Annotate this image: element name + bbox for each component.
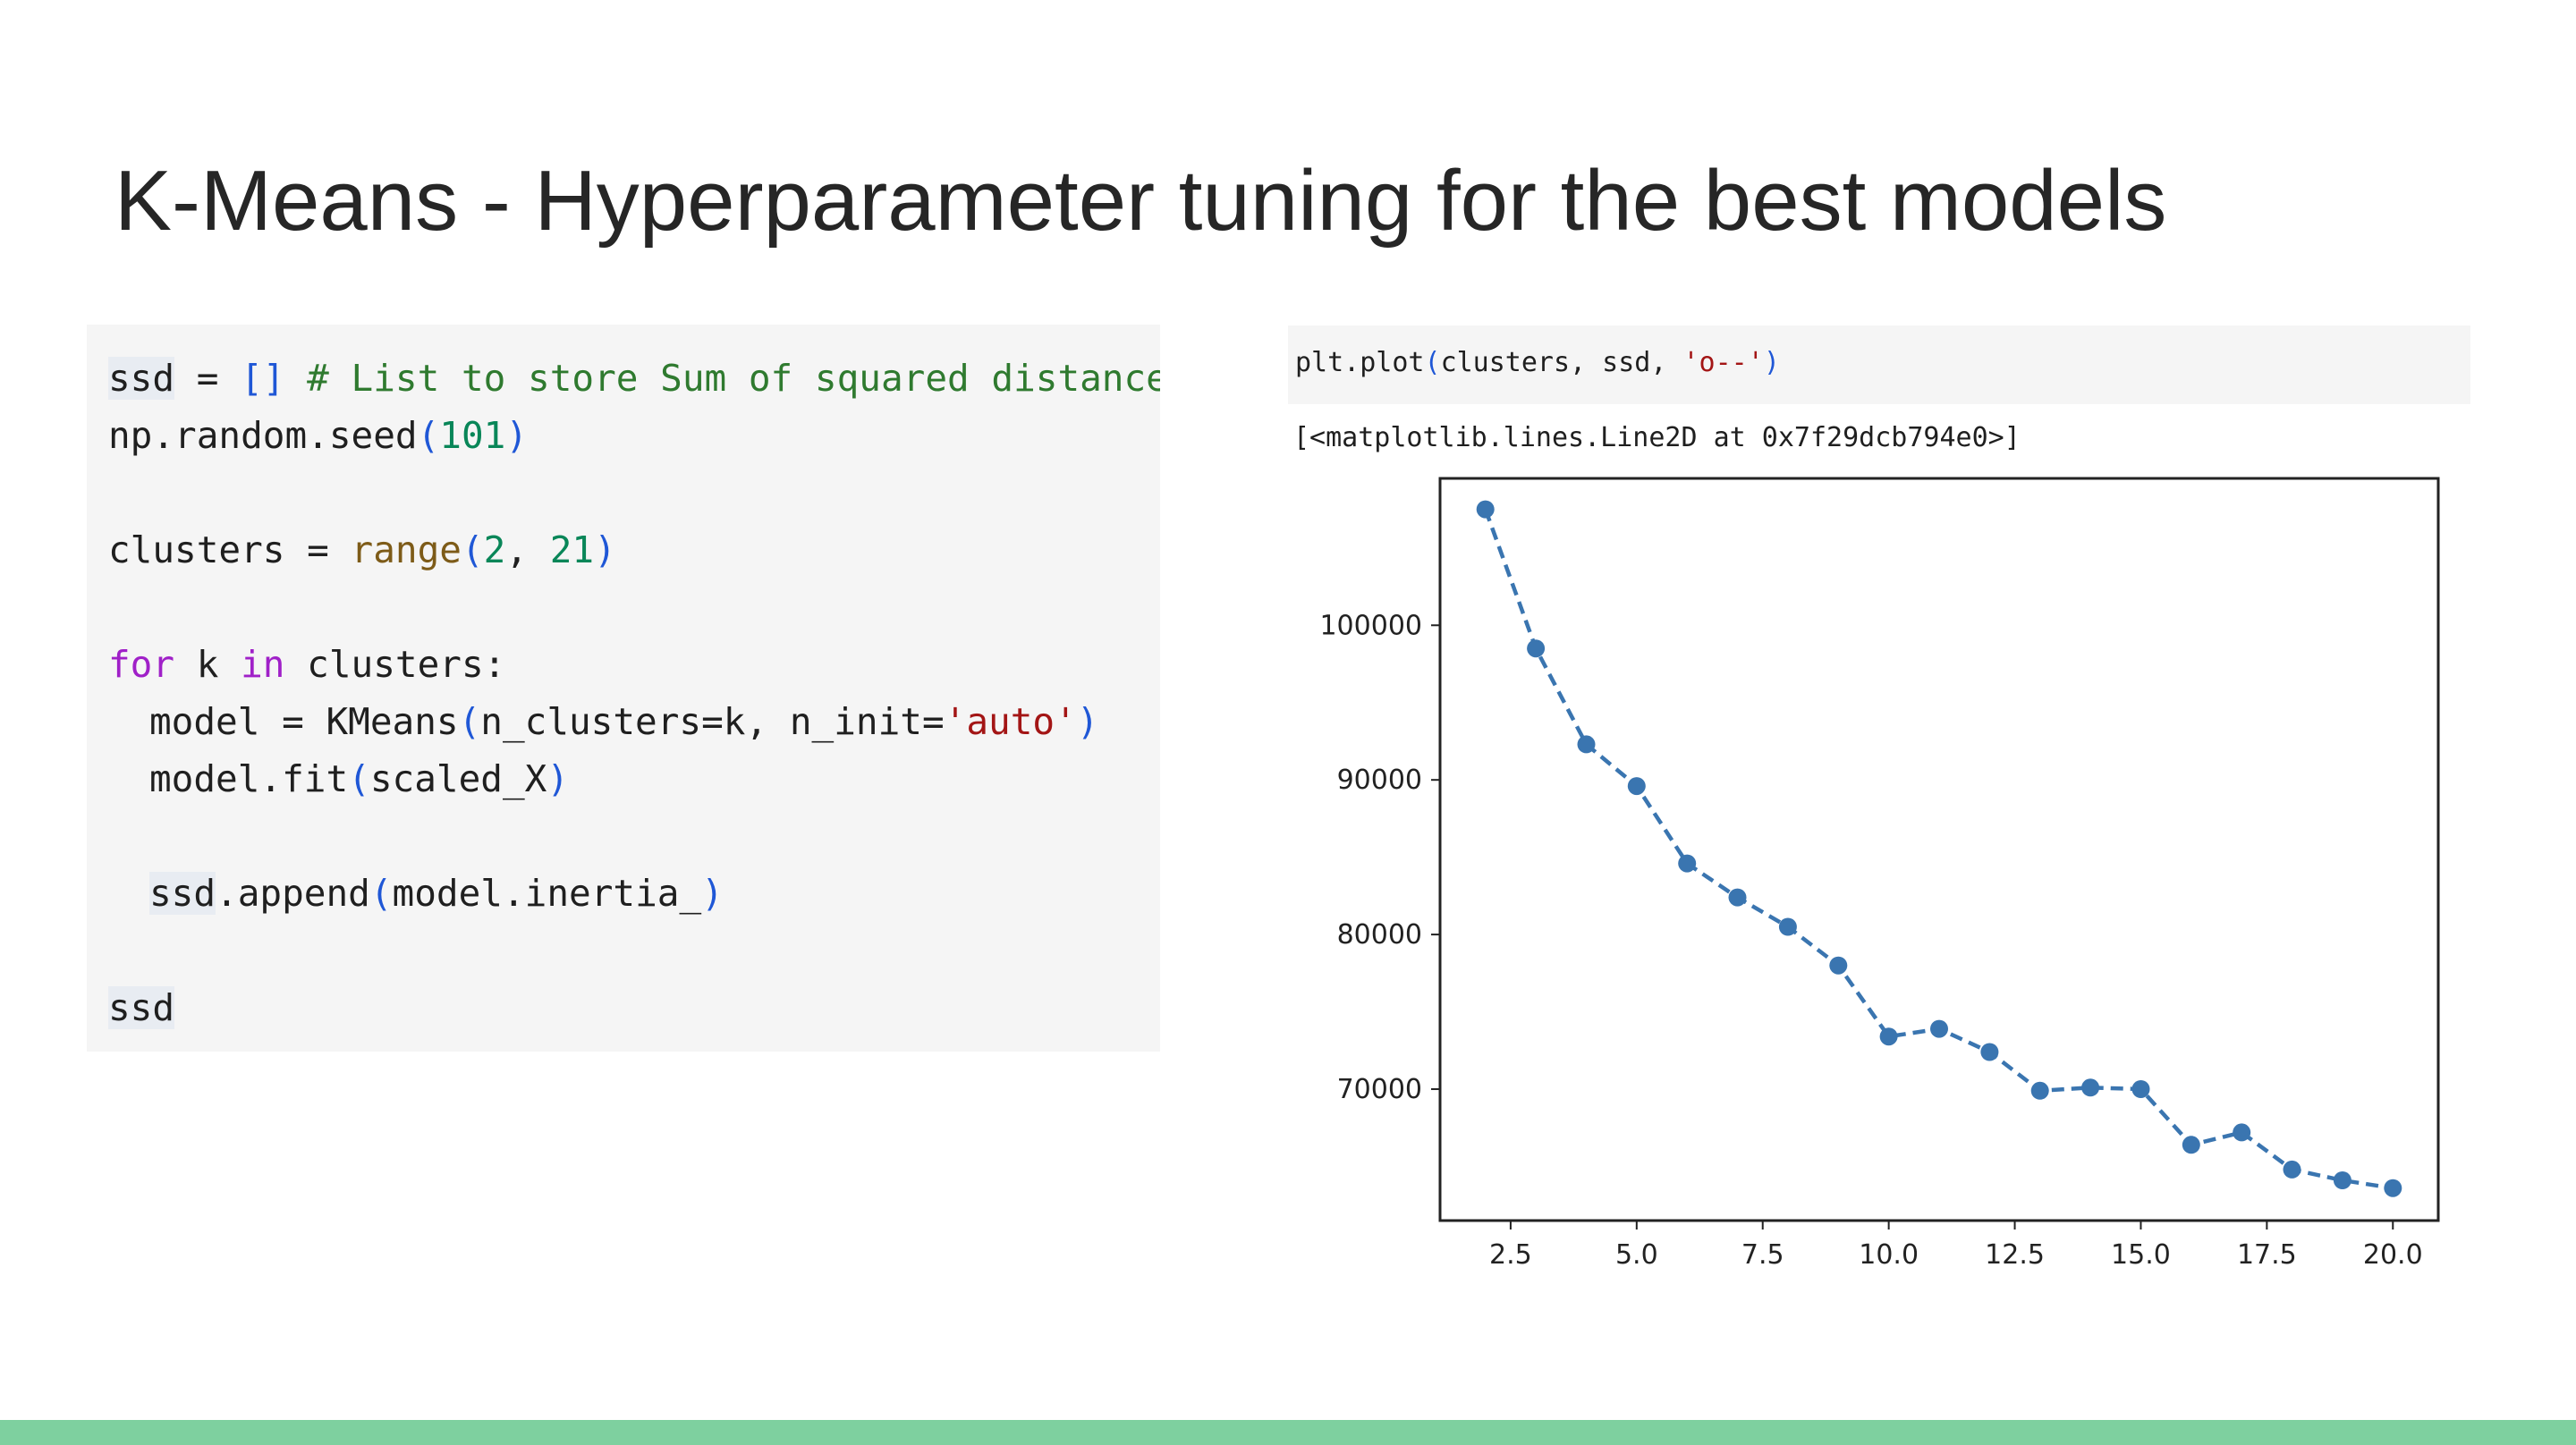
- code-text: np.random.seed: [108, 414, 418, 457]
- y-tick-label: 100000: [1319, 610, 1422, 641]
- code-number: 101: [439, 414, 506, 457]
- code-text: plt.plot: [1295, 347, 1425, 378]
- code-paren-open: (: [461, 528, 484, 571]
- data-point: [2131, 1080, 2150, 1098]
- code-brackets: []: [241, 357, 285, 400]
- code-paren-open: (: [417, 414, 440, 457]
- code-paren-open: (: [458, 700, 481, 743]
- data-point: [1829, 956, 1848, 975]
- data-point: [1778, 917, 1797, 936]
- code-comment: # List to store Sum of squared distances: [284, 357, 1160, 400]
- code-paren-close: ): [505, 414, 529, 457]
- code-line-4: for k in clusters:: [108, 636, 505, 693]
- x-tick-label: 2.5: [1489, 1239, 1532, 1271]
- y-tick-label: 80000: [1337, 919, 1422, 951]
- code-paren-open: (: [369, 872, 393, 915]
- y-tick-label: 70000: [1337, 1074, 1422, 1105]
- data-point: [2333, 1171, 2351, 1189]
- code-number: 21: [549, 528, 595, 571]
- x-axis-ticks: 2.5 5.0 7.5 10.0 12.5 15.0 17.5 20.0: [1489, 1221, 2423, 1271]
- code-line-7: ssd.append(model.inertia_): [108, 865, 724, 922]
- code-text: .append: [216, 872, 370, 915]
- data-point: [2283, 1160, 2301, 1179]
- code-text: model.inertia_: [392, 872, 702, 915]
- x-tick-label: 17.5: [2237, 1239, 2297, 1271]
- x-tick-label: 7.5: [1741, 1239, 1784, 1271]
- code-paren-close: ): [594, 528, 616, 571]
- plot-code-cell[interactable]: plt.plot(clusters, ssd, 'o--'): [1288, 325, 2470, 404]
- bottom-accent-bar: [0, 1420, 2576, 1445]
- series-points: [1476, 500, 2402, 1197]
- code-keyword: in: [241, 643, 285, 686]
- code-paren-close: ): [1763, 347, 1780, 378]
- data-point: [2030, 1081, 2049, 1100]
- code-string: 'o--': [1682, 347, 1764, 378]
- code-cell[interactable]: ssd = [] # List to store Sum of squared …: [87, 325, 1160, 1052]
- code-paren-close: ): [547, 757, 570, 800]
- code-function: range: [351, 528, 462, 571]
- code-separator: ,: [505, 528, 550, 571]
- code-paren-close: ): [701, 872, 724, 915]
- code-number: 2: [483, 528, 506, 571]
- cell-output-text: [<matplotlib.lines.Line2D at 0x7f29dcb79…: [1293, 422, 2021, 453]
- code-text: n_clusters=k, n_init=: [480, 700, 945, 743]
- x-tick-label: 12.5: [1985, 1239, 2045, 1271]
- data-point: [1577, 735, 1596, 754]
- code-keyword: for: [108, 643, 175, 686]
- code-op: =: [174, 357, 242, 400]
- code-text: model.fit: [149, 757, 349, 800]
- code-var-ssd: ssd: [149, 872, 216, 915]
- code-var-ssd: ssd: [108, 357, 175, 400]
- plot-area-frame: [1438, 477, 2440, 1222]
- y-tick-label: 90000: [1337, 765, 1422, 796]
- data-point: [2182, 1136, 2200, 1154]
- code-text: clusters, ssd,: [1440, 347, 1683, 378]
- x-tick-label: 5.0: [1615, 1239, 1658, 1271]
- code-text: clusters =: [108, 528, 352, 571]
- data-point: [1678, 854, 1697, 873]
- data-point: [1476, 500, 1495, 519]
- code-text: scaled_X: [369, 757, 547, 800]
- y-axis-ticks: 70000 80000 90000 100000: [1319, 610, 1440, 1105]
- data-point: [1930, 1019, 1948, 1038]
- code-text: clusters:: [284, 643, 506, 686]
- x-tick-label: 20.0: [2363, 1239, 2423, 1271]
- plot-code-line: plt.plot(clusters, ssd, 'o--'): [1295, 345, 1780, 381]
- code-line-8: ssd: [108, 979, 175, 1036]
- code-line-5: model = KMeans(n_clusters=k, n_init='aut…: [108, 693, 1098, 750]
- data-point: [2233, 1123, 2251, 1142]
- data-point: [1527, 639, 1546, 658]
- data-point: [1879, 1027, 1898, 1046]
- code-paren-open: (: [348, 757, 370, 800]
- code-line-2: np.random.seed(101): [108, 407, 528, 464]
- data-point: [1980, 1043, 1999, 1061]
- code-string: 'auto': [944, 700, 1077, 743]
- code-line-3: clusters = range(2, 21): [108, 521, 616, 579]
- code-line-6: model.fit(scaled_X): [108, 750, 569, 807]
- elbow-chart: 70000 80000 90000 100000 2.5 5.0 7.5 10.0 12.5 1…: [1319, 477, 2440, 1271]
- slide-title: K-Means - Hyperparameter tuning for the …: [114, 153, 2167, 249]
- data-point: [1627, 777, 1646, 796]
- code-var-ssd: ssd: [108, 986, 175, 1029]
- data-point: [2081, 1078, 2100, 1097]
- x-tick-label: 10.0: [1859, 1239, 1919, 1271]
- code-text: model = KMeans: [149, 700, 459, 743]
- data-point: [1728, 888, 1747, 907]
- code-text: k: [174, 643, 242, 686]
- code-paren-close: ): [1076, 700, 1099, 743]
- x-tick-label: 15.0: [2111, 1239, 2171, 1271]
- data-point: [2384, 1179, 2402, 1197]
- code-paren-open: (: [1424, 347, 1441, 378]
- code-line-1: ssd = [] # List to store Sum of squared …: [108, 350, 1160, 407]
